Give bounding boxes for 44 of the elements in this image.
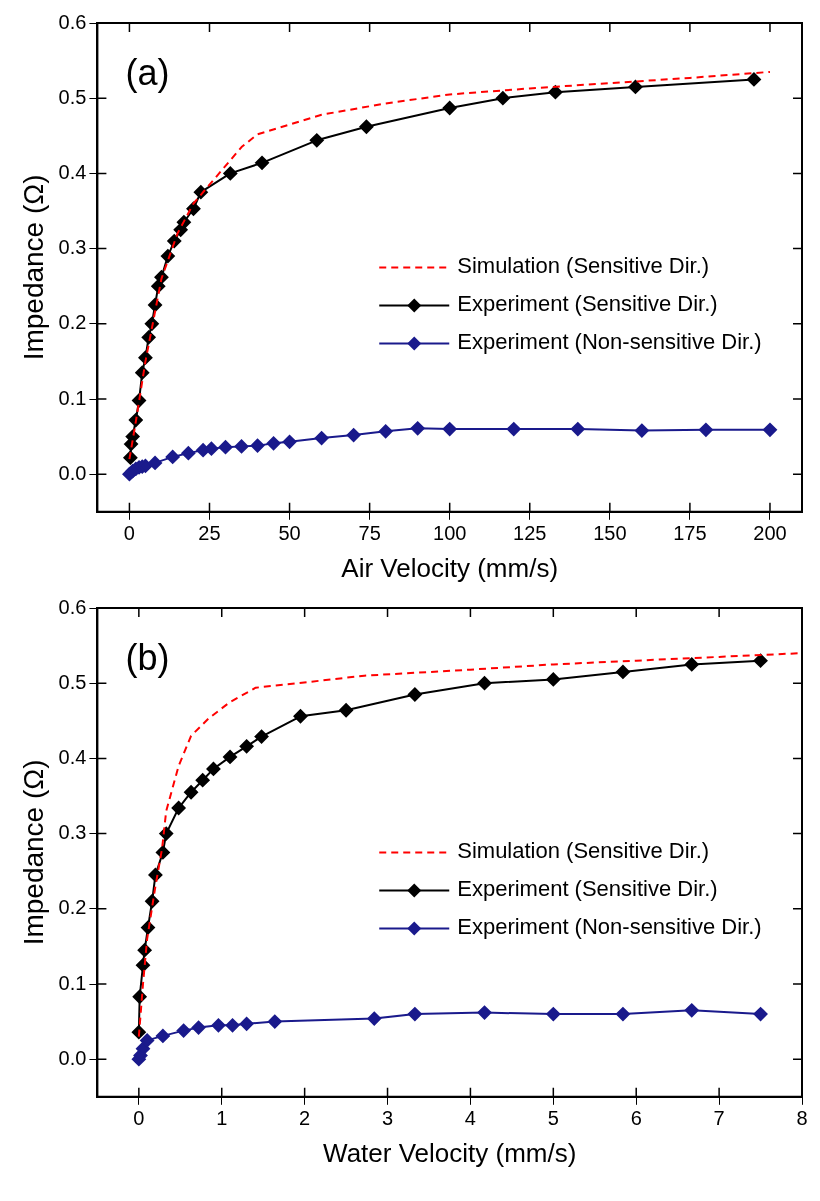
legend-label: Experiment (Non-sensitive Dir.) [457, 914, 762, 940]
x-tick-label: 8 [796, 1107, 808, 1130]
x-tick-label: 100 [433, 522, 467, 545]
y-tick-label: 0.0 [58, 461, 87, 484]
annotation: (a) [125, 51, 170, 93]
legend-label: Simulation (Sensitive Dir.) [457, 838, 710, 864]
x-tick-label: 1 [216, 1107, 228, 1130]
x-tick-label: 150 [593, 522, 627, 545]
legend-label: Simulation (Sensitive Dir.) [457, 253, 710, 279]
y-tick-label: 0.4 [58, 160, 87, 183]
x-tick-label: 7 [713, 1107, 725, 1130]
y-tick-label: 0.4 [58, 745, 87, 768]
x-tick-label: 3 [381, 1107, 394, 1130]
y-axis-title: Impedance (Ω) [17, 174, 49, 361]
x-tick-label: 125 [513, 522, 547, 545]
x-tick-label: 4 [464, 1107, 476, 1130]
x-axis-title: Water Velocity (mm/s) [323, 1137, 577, 1168]
y-tick-label: 0.2 [58, 896, 87, 919]
y-tick-label: 0.1 [58, 386, 87, 409]
x-tick-label: 75 [358, 522, 381, 545]
x-tick-label: 175 [673, 522, 707, 545]
x-tick-label: 50 [278, 522, 301, 545]
x-tick-label: 25 [198, 522, 221, 545]
x-tick-label: 0 [123, 522, 135, 545]
x-tick-label: 5 [547, 1107, 559, 1130]
y-tick-label: 0.6 [58, 595, 87, 618]
x-tick-label: 6 [630, 1107, 642, 1130]
y-tick-label: 0.3 [58, 821, 87, 844]
y-tick-label: 0.6 [58, 10, 87, 33]
x-tick-label: 2 [299, 1107, 311, 1130]
x-tick-label: 200 [753, 522, 787, 545]
x-tick-label: 0 [133, 1107, 145, 1130]
y-tick-label: 0.5 [58, 670, 87, 693]
x-axis-title: Air Velocity (mm/s) [341, 552, 559, 583]
legend-label: Experiment (Sensitive Dir.) [457, 876, 718, 902]
y-tick-label: 0.5 [58, 85, 87, 108]
y-axis-title: Impedance (Ω) [17, 759, 49, 946]
legend-label: Experiment (Sensitive Dir.) [457, 291, 718, 317]
y-tick-label: 0.2 [58, 311, 87, 334]
legend-label: Experiment (Non-sensitive Dir.) [457, 329, 762, 355]
y-tick-label: 0.3 [58, 236, 87, 259]
annotation: (b) [125, 636, 170, 678]
y-tick-label: 0.1 [58, 971, 87, 994]
y-tick-label: 0.0 [58, 1046, 87, 1069]
